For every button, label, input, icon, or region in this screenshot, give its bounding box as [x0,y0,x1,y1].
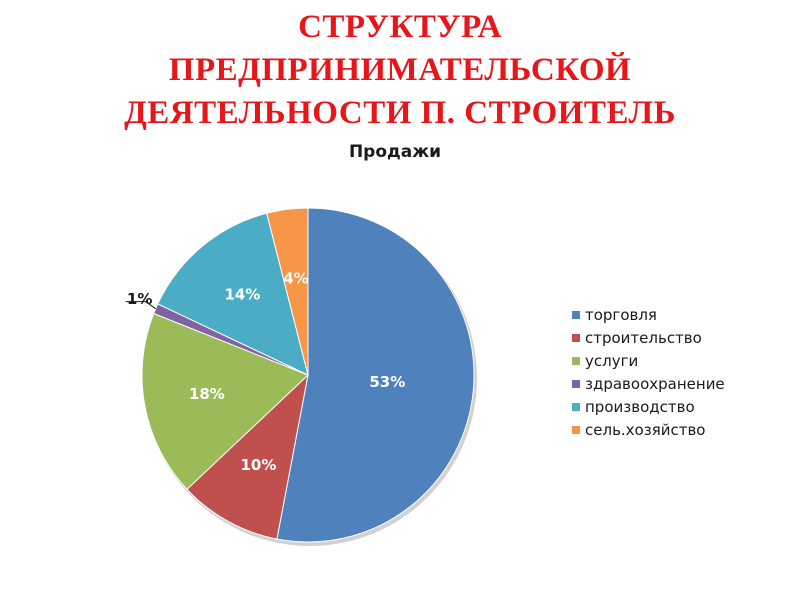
pie-slice-trade [276,207,475,543]
legend-label-construction: строительство [585,328,702,347]
legend-label-healthcare: здравоохранение [585,374,725,393]
legend-swatch-healthcare [572,379,580,388]
slide-title: СТРУКТУРА ПРЕДПРИНИМАТЕЛЬСКОЙ ДЕЯТЕЛЬНОС… [0,6,800,135]
legend-swatch-construction [572,333,580,342]
legend-label-manufacturing: производство [585,397,695,416]
pie-slice-manufacturing [157,212,309,376]
legend-item-manufacturing: производство [572,395,725,418]
leader-line-healthcare [125,301,156,310]
pie-slice-agriculture [266,207,309,376]
slide-title-line-2: ПРЕДПРИНИМАТЕЛЬСКОЙ [168,52,632,88]
legend-label-trade: торговля [585,305,657,324]
legend-item-agriculture: сель.хозяйство [572,418,725,441]
data-label-construction: 10% [240,456,276,474]
legend-item-construction: строительство [572,326,725,349]
pie-slice-services [141,312,309,491]
legend-swatch-trade [572,310,580,319]
data-label-services: 18% [189,385,225,403]
legend-swatch-manufacturing [572,402,580,411]
data-label-trade: 53% [369,373,405,391]
slide-title-line-1: СТРУКТУРА [298,9,502,45]
legend-swatch-agriculture [572,425,580,434]
legend-label-services: услуги [585,351,639,370]
data-label-healthcare: 1% [127,290,152,308]
legend-item-trade: торговля [572,303,725,326]
data-label-agriculture: 4% [283,269,308,287]
chart-title: Продажи [348,142,442,162]
chart-legend: торговля строительство услуги здравоохра… [572,303,725,441]
legend-swatch-services [572,356,580,365]
legend-item-healthcare: здравоохранение [572,372,725,395]
legend-item-services: услуги [572,349,725,372]
legend-label-agriculture: сель.хозяйство [585,420,706,439]
pie-slice-construction [186,373,309,540]
slide-title-line-3: ДЕЯТЕЛЬНОСТИ П. СТРОИТЕЛЬ [124,95,676,131]
data-label-manufacturing: 14% [224,286,260,304]
